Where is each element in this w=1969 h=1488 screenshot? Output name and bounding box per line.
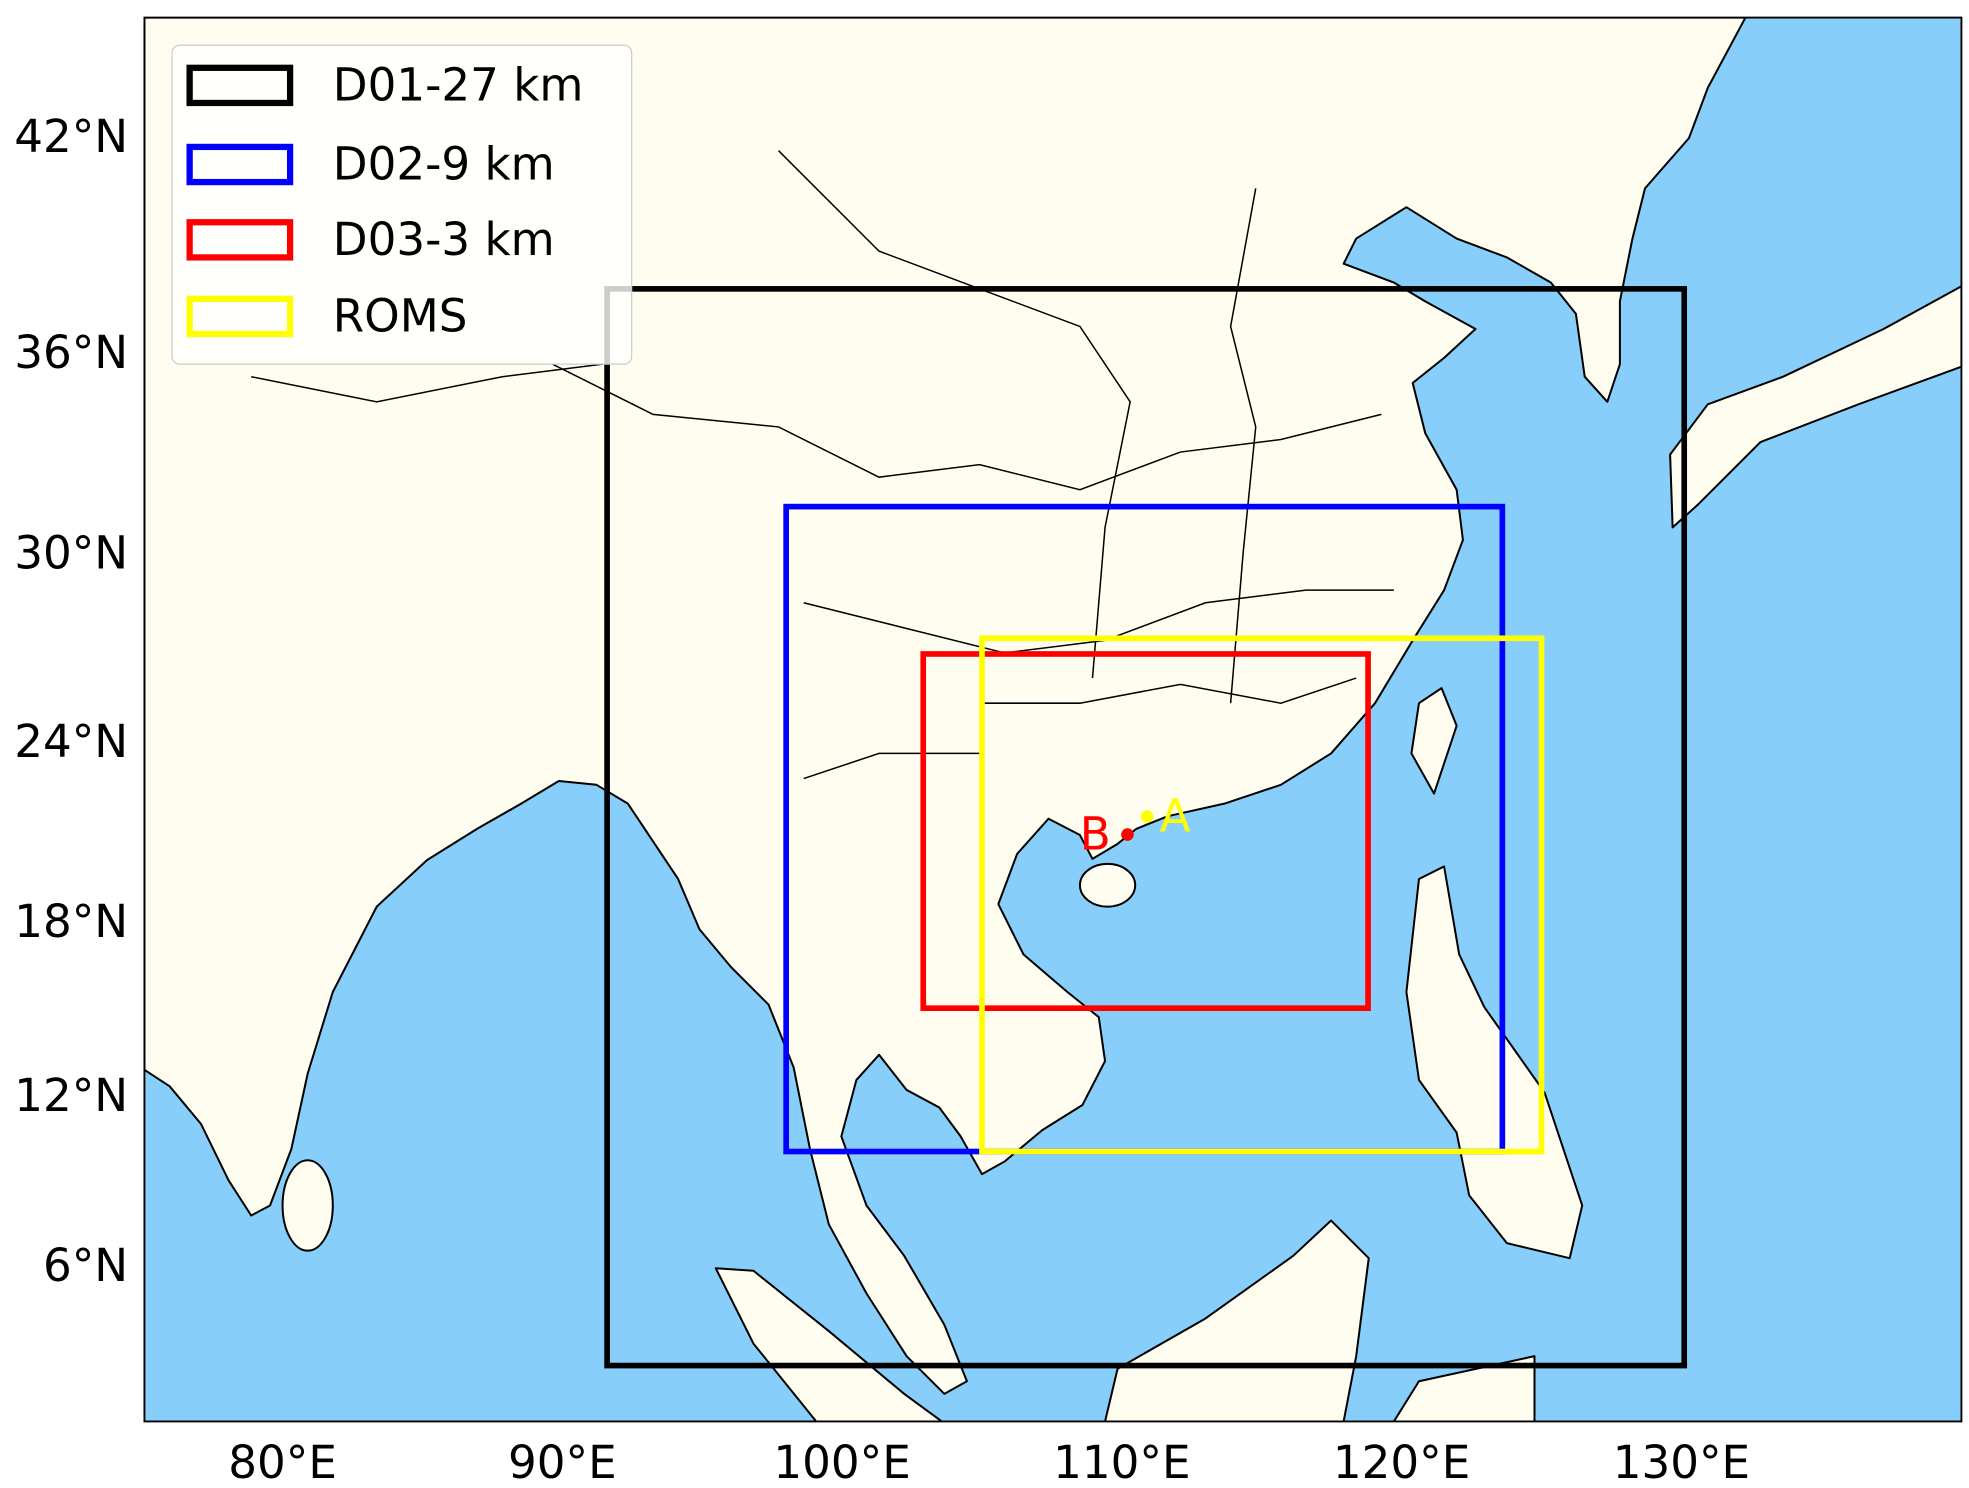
land-sulawesi — [1392, 1355, 1536, 1422]
x-tick-label: 110°E — [1053, 1436, 1190, 1488]
land-philippines — [1405, 865, 1584, 1260]
legend-swatch — [186, 143, 294, 186]
x-axis-tick-labels: 80°E 90°E 100°E 110°E 120°E 130°E — [228, 1436, 1750, 1488]
point-marker-a — [1140, 810, 1154, 823]
legend-item: D03-3 km — [186, 213, 555, 266]
y-axis-tick-labels: 42°N 36°N 30°N 24°N 18°N 12°N 6°N — [14, 110, 128, 1292]
legend-label: D02-9 km — [333, 138, 555, 191]
point-marker-b — [1121, 828, 1134, 841]
y-tick-label: 12°N — [14, 1069, 128, 1122]
legend-frame — [171, 44, 633, 365]
y-tick-label: 24°N — [14, 715, 128, 768]
land-sumatra — [714, 1267, 943, 1422]
x-tick-label: 120°E — [1333, 1436, 1470, 1488]
land-hainan — [1078, 862, 1137, 908]
domain-box-d03-3-km — [920, 651, 1371, 1012]
legend-swatch — [186, 219, 294, 261]
legend-item: D01-27 km — [186, 58, 584, 111]
land-borneo — [1104, 1219, 1370, 1422]
domain-boxes — [604, 286, 1688, 1369]
land-japan — [1669, 285, 1962, 529]
x-tick-label: 100°E — [773, 1436, 910, 1488]
location-points: AB — [1080, 790, 1191, 861]
map-frame — [143, 16, 1963, 1423]
legend-swatch — [186, 64, 294, 107]
legend-swatch — [186, 295, 294, 338]
y-tick-label: 42°N — [14, 110, 128, 163]
x-tick-label: 80°E — [228, 1436, 337, 1488]
land-taiwan — [1410, 687, 1458, 795]
land-sri-lanka — [281, 1159, 334, 1252]
x-tick-label: 90°E — [508, 1436, 617, 1488]
y-tick-label: 6°N — [43, 1239, 128, 1292]
legend-label: D03-3 km — [333, 213, 555, 266]
y-tick-label: 36°N — [14, 326, 128, 379]
domain-box-roms — [979, 635, 1545, 1155]
legend-label: D01-27 km — [333, 58, 584, 111]
legend: D01-27 km D02-9 km D03-3 km ROMS — [171, 44, 633, 365]
legend-item: D02-9 km — [186, 138, 555, 191]
point-label-a: A — [1160, 790, 1191, 843]
legend-item: ROMS — [186, 290, 468, 343]
point-label-b: B — [1080, 808, 1111, 861]
y-tick-label: 18°N — [14, 895, 128, 948]
x-tick-label: 130°E — [1613, 1436, 1750, 1488]
domain-box-d01-27-km — [604, 286, 1688, 1369]
y-tick-label: 30°N — [14, 527, 128, 580]
legend-label: ROMS — [333, 290, 468, 343]
